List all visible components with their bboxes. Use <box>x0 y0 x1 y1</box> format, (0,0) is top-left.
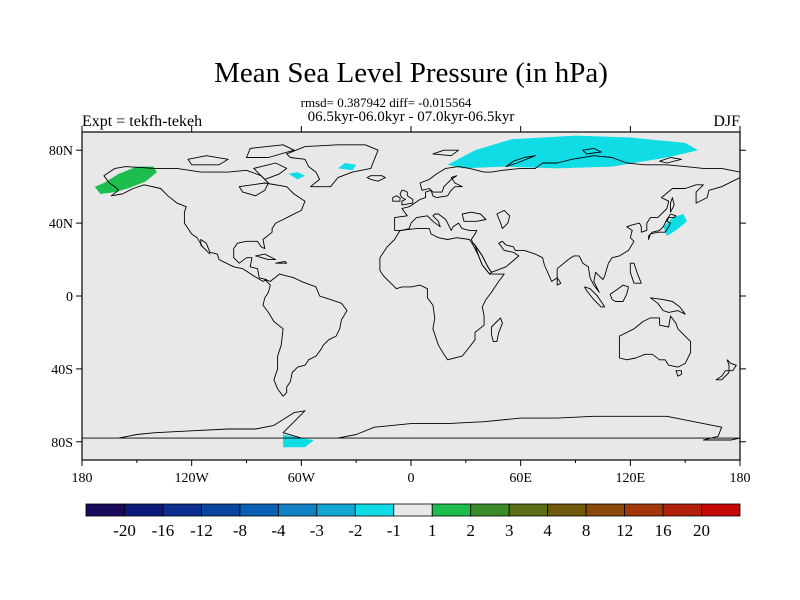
x-tick-label: 60W <box>288 471 316 486</box>
chart-title: Mean Sea Level Pressure (in hPa) <box>214 57 608 89</box>
x-tick-label: 180 <box>72 471 93 486</box>
colorbar-swatch <box>239 503 279 517</box>
experiment-label: Expt = tekfh-tekeh <box>82 113 202 130</box>
anomaly-region-greenland-negative <box>337 163 357 171</box>
colorbar-label: -1 <box>387 521 401 540</box>
period-label: 06.5kyr-06.0kyr - 07.0kyr-06.5kyr <box>308 109 515 125</box>
colorbar-label: -4 <box>271 521 286 540</box>
colorbar-swatch <box>624 503 664 517</box>
colorbar-label: 12 <box>616 521 633 540</box>
colorbar-swatch <box>585 503 625 517</box>
coastline-south-america <box>262 273 348 397</box>
colorbar-label: -16 <box>152 521 175 540</box>
coastline-sumatra <box>584 286 606 308</box>
colorbar-label: -3 <box>310 521 324 540</box>
x-tick-label: 120E <box>616 471 646 486</box>
anomaly-region-alaska-positive <box>94 166 157 194</box>
coastline-hispaniola <box>275 260 288 264</box>
coastline-ellesmere <box>246 144 295 158</box>
coastline-cuba <box>255 253 277 261</box>
colorbar-label: 4 <box>543 521 552 540</box>
colorbar-swatch <box>277 503 318 517</box>
anomaly-layer <box>94 135 698 448</box>
colorbar-swatch <box>162 503 202 517</box>
x-axis: 180 120W 60W 0 60E 120E 180 <box>72 126 751 486</box>
coastline-africa <box>379 228 505 361</box>
y-tick-label: 80N <box>49 144 73 159</box>
colorbar-label: 8 <box>582 521 591 540</box>
colorbar-label: 1 <box>428 521 437 540</box>
colorbar-swatch <box>124 503 164 517</box>
y-tick-label: 40N <box>49 217 73 232</box>
coastline-greenland <box>286 144 379 188</box>
x-tick-label: 120W <box>175 471 210 486</box>
coastline-baffin <box>253 162 288 180</box>
colorbar-label: -8 <box>233 521 247 540</box>
coastline-borneo <box>609 284 629 302</box>
coastline-north-america <box>103 166 306 282</box>
colorbar: -20 -16 -12 -8 -4 -3 -2 -1 1 2 3 4 8 12 16 20 <box>85 503 741 540</box>
anomaly-region-siberia-negative <box>447 135 698 169</box>
colorbar-label: 16 <box>655 521 672 540</box>
coastline-new-guinea <box>649 297 686 315</box>
coastline-madagascar <box>490 317 503 343</box>
coastline-new-zealand <box>715 359 737 381</box>
map-plot: 180 120W 60W 0 60E 120E 180 80N 40N 0 40S 80S <box>49 126 751 486</box>
colorbar-swatch <box>470 503 510 517</box>
x-tick-label: 60E <box>509 471 532 486</box>
coastline-tasmania <box>675 370 682 377</box>
stats-label: rmsd= 0.387942 diff= -0.015564 <box>301 95 472 110</box>
map-background <box>82 132 740 460</box>
coastline-australia <box>618 315 692 368</box>
colorbar-label: 20 <box>693 521 710 540</box>
colorbar-swatch <box>547 503 587 517</box>
colorbar-label: -20 <box>113 521 136 540</box>
coastline-arabia-gap <box>472 242 492 275</box>
colorbar-label: -2 <box>348 521 362 540</box>
y-tick-label: 0 <box>66 290 73 305</box>
coastline-severnaya <box>582 147 602 155</box>
coastline-sri-lanka <box>556 277 562 286</box>
colorbar-label: 2 <box>466 521 475 540</box>
y-axis: 80N 40N 0 40S 80S <box>49 144 746 451</box>
coastline-philippines <box>629 262 642 284</box>
colorbar-swatch <box>393 503 433 517</box>
season-label: DJF <box>713 113 740 130</box>
colorbar-label: 3 <box>505 521 514 540</box>
coastline-novosibirsk <box>659 157 682 164</box>
coastline-japan <box>648 213 677 240</box>
coastline-black-sea <box>461 211 487 222</box>
coastline-sakhalin <box>670 197 675 213</box>
coastline-novaya-zemlya <box>505 155 536 168</box>
coastline-caspian <box>496 209 511 230</box>
coastline-ireland <box>392 195 401 202</box>
coastline-iceland <box>366 175 386 182</box>
colorbar-swatch <box>316 503 356 517</box>
y-tick-label: 40S <box>51 363 73 378</box>
colorbar-swatch <box>201 503 241 517</box>
colorbar-swatch <box>85 503 125 517</box>
coastline-layer <box>81 144 741 441</box>
coastline-svalbard <box>432 149 459 157</box>
x-tick-label: 0 <box>408 471 415 486</box>
coastline-antarctica <box>81 410 741 441</box>
x-tick-label: 180 <box>730 471 751 486</box>
colorbar-swatch <box>431 503 472 517</box>
colorbar-swatch <box>662 503 702 517</box>
colorbar-swatch <box>508 503 549 517</box>
coastline-great-britain <box>399 189 414 206</box>
colorbar-swatch <box>701 503 741 517</box>
anomaly-region-labrador-negative <box>288 172 305 180</box>
y-tick-label: 80S <box>51 436 73 451</box>
anomaly-region-japan-negative <box>663 214 687 236</box>
colorbar-swatch <box>354 503 395 517</box>
coastline-arctic-islands-1 <box>187 155 229 166</box>
colorbar-label: -12 <box>190 521 213 540</box>
